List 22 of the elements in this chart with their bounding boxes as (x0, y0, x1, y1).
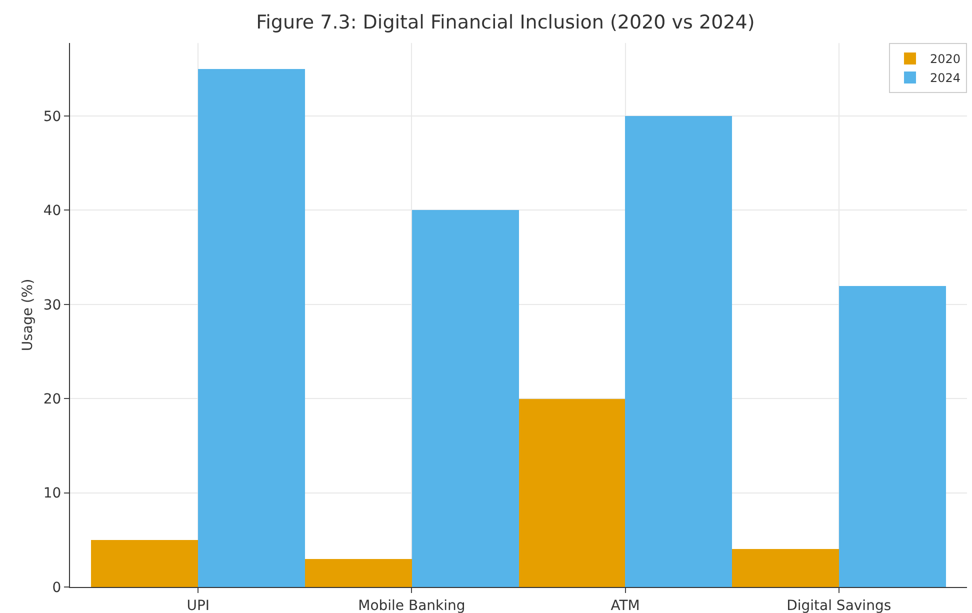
legend-label: 2020 (930, 52, 961, 66)
y-tick-label: 20 (43, 392, 62, 408)
bar (198, 69, 305, 587)
y-tick-label: 10 (43, 486, 62, 502)
bar (839, 286, 946, 587)
y-axis-title: Usage (%) (20, 278, 36, 352)
y-tick-label: 30 (43, 297, 62, 314)
chart-title: Figure 7.3: Digital Financial Inclusion (2020 vs 2024) (256, 12, 755, 34)
bar (412, 210, 519, 587)
bar (91, 540, 198, 587)
x-tick-label: Mobile Banking (358, 598, 466, 613)
bar (305, 559, 412, 587)
x-tick-label: UPI (186, 598, 210, 613)
bar (732, 549, 839, 587)
y-tick-label: 50 (43, 108, 62, 125)
legend-label: 2024 (930, 71, 961, 86)
bar (625, 116, 732, 587)
bar (519, 399, 625, 587)
y-tick-label: 40 (43, 203, 62, 220)
x-tick-label: Digital Savings (786, 598, 892, 613)
y-tick-label: 0 (52, 580, 62, 596)
x-tick-label: ATM (610, 598, 640, 613)
